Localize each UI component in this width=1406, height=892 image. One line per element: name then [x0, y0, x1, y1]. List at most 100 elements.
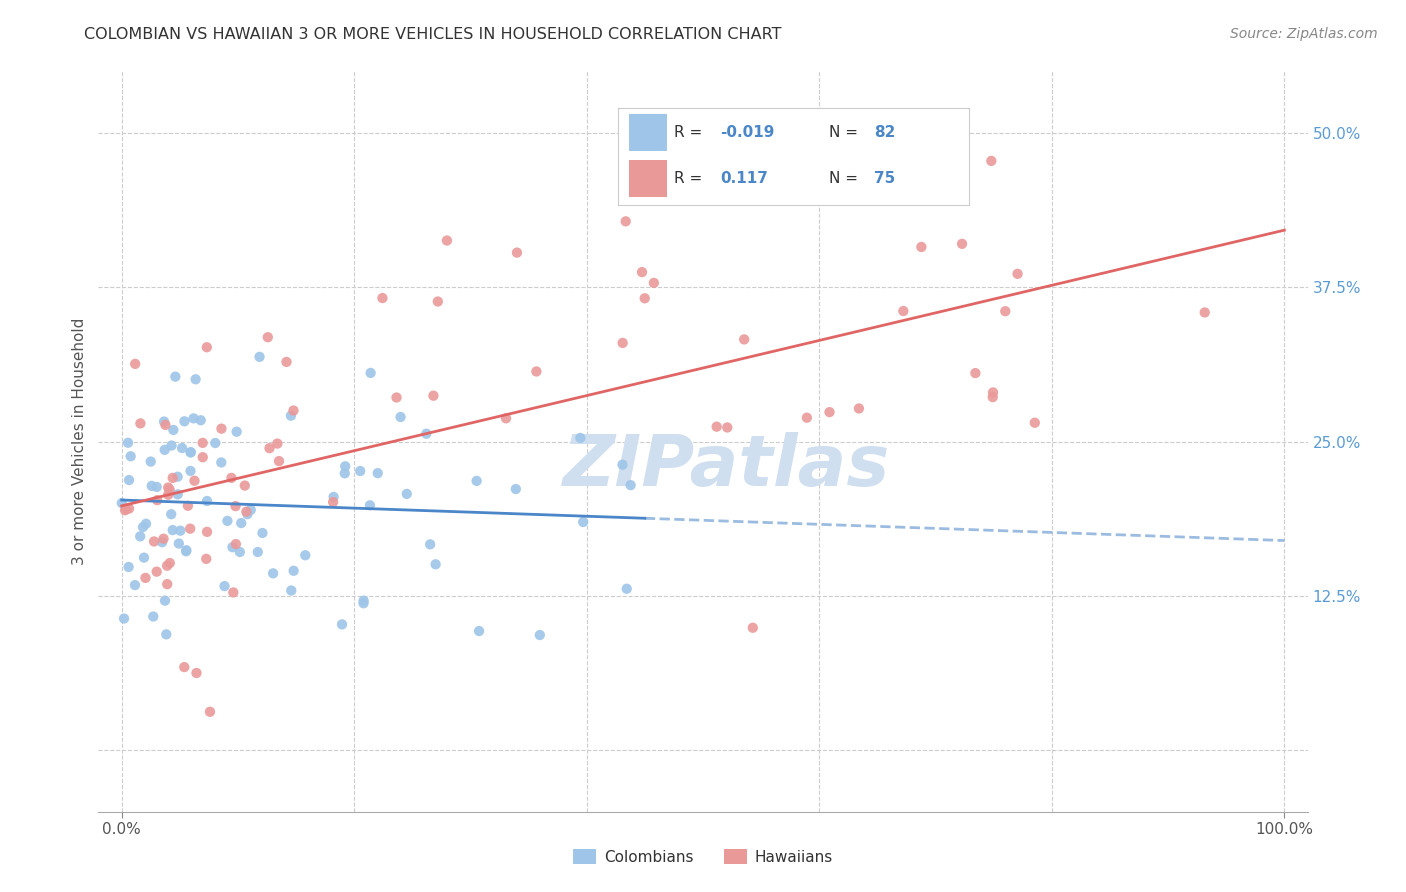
Point	[165, 369, 187, 384]
Point	[965, 366, 987, 380]
Point	[716, 420, 738, 434]
Point	[569, 431, 592, 445]
Point	[129, 417, 152, 431]
Point	[252, 526, 274, 541]
Point	[360, 366, 382, 380]
Point	[214, 579, 236, 593]
Point	[848, 401, 870, 416]
Point	[173, 414, 195, 428]
Point	[156, 558, 179, 573]
Point	[221, 471, 243, 485]
Point	[495, 411, 517, 425]
Point	[425, 558, 447, 572]
Point	[120, 450, 142, 464]
Point	[191, 450, 214, 465]
Point	[1024, 416, 1046, 430]
Point	[162, 523, 184, 537]
Point	[118, 501, 141, 516]
Point	[150, 535, 173, 549]
Point	[910, 240, 932, 254]
Point	[112, 611, 135, 625]
Point	[333, 467, 356, 481]
Point	[612, 335, 634, 350]
Point	[572, 515, 595, 529]
Point	[246, 545, 269, 559]
Point	[256, 330, 278, 344]
Point	[134, 571, 156, 585]
Point	[152, 532, 174, 546]
Point	[825, 184, 848, 198]
Point	[169, 524, 191, 538]
Point	[419, 537, 441, 551]
Point	[634, 291, 657, 305]
Point	[160, 507, 183, 521]
Point	[229, 545, 252, 559]
Point	[741, 621, 763, 635]
Point	[426, 294, 449, 309]
Point	[166, 469, 188, 483]
Point	[283, 403, 305, 417]
Point	[195, 524, 218, 539]
Point	[249, 350, 271, 364]
Point	[204, 436, 226, 450]
Point	[129, 529, 152, 543]
Point	[349, 464, 371, 478]
Point	[111, 496, 134, 510]
Point	[1007, 267, 1029, 281]
Point	[124, 578, 146, 592]
Point	[217, 514, 239, 528]
Point	[367, 466, 389, 480]
Point	[162, 471, 184, 485]
Point	[818, 405, 841, 419]
Point	[276, 355, 298, 369]
Point	[631, 265, 654, 279]
Point	[389, 410, 412, 425]
Point	[231, 516, 253, 530]
Point	[132, 550, 155, 565]
Point	[330, 617, 353, 632]
Point	[259, 441, 281, 455]
Point	[294, 548, 316, 562]
Point	[145, 565, 167, 579]
Point	[529, 628, 551, 642]
Point	[280, 409, 302, 423]
Point	[616, 582, 638, 596]
Point	[195, 340, 218, 354]
Point	[994, 304, 1017, 318]
Point	[322, 495, 344, 509]
Point	[146, 493, 169, 508]
Point	[335, 459, 357, 474]
Point	[465, 474, 488, 488]
Point	[395, 487, 418, 501]
Point	[142, 609, 165, 624]
Point	[222, 585, 245, 599]
Point	[267, 454, 290, 468]
Point	[118, 473, 141, 487]
Point	[132, 520, 155, 534]
Point	[195, 552, 218, 566]
Point	[612, 458, 634, 472]
Point	[139, 454, 162, 468]
Point	[166, 487, 188, 501]
Point	[221, 540, 243, 554]
Point	[167, 536, 190, 550]
Point	[186, 665, 208, 680]
Point	[124, 357, 146, 371]
Point	[180, 445, 202, 459]
Point	[179, 464, 201, 478]
Text: ZIPatlas: ZIPatlas	[562, 432, 890, 500]
Point	[415, 426, 437, 441]
Point	[359, 499, 381, 513]
Point	[160, 438, 183, 452]
Point	[322, 490, 344, 504]
Point	[526, 364, 548, 378]
Point	[145, 480, 167, 494]
Point	[153, 593, 176, 607]
Point	[614, 214, 637, 228]
Point	[796, 410, 818, 425]
Point	[184, 372, 207, 386]
Point	[236, 507, 259, 521]
Point	[706, 419, 728, 434]
Point	[159, 556, 181, 570]
Point	[506, 245, 529, 260]
